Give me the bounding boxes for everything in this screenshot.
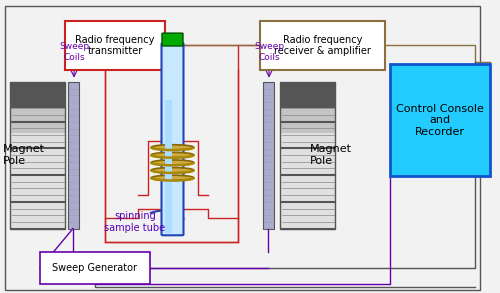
Ellipse shape — [151, 145, 194, 150]
Bar — [280, 82, 335, 108]
Ellipse shape — [151, 160, 194, 165]
Bar — [40, 252, 150, 284]
Bar — [165, 100, 172, 233]
Text: Sweep
Coils: Sweep Coils — [59, 42, 89, 62]
FancyBboxPatch shape — [162, 43, 184, 235]
Bar — [68, 82, 78, 229]
Text: Radio frequency
receiver & amplifier: Radio frequency receiver & amplifier — [274, 35, 371, 56]
Bar — [10, 108, 65, 229]
Text: Radio frequency
transmitter: Radio frequency transmitter — [76, 35, 154, 56]
Text: Magnet
Pole: Magnet Pole — [310, 144, 352, 166]
Bar — [262, 82, 274, 229]
Bar — [280, 108, 335, 229]
Ellipse shape — [151, 175, 194, 180]
Ellipse shape — [151, 168, 194, 173]
Text: Sweep
Coils: Sweep Coils — [254, 42, 284, 62]
Text: Sweep Generator: Sweep Generator — [52, 263, 138, 273]
Text: Control Console
and
Recorder: Control Console and Recorder — [396, 103, 484, 137]
Text: spinning
sample tube: spinning sample tube — [104, 211, 166, 233]
Bar — [65, 21, 165, 70]
Bar — [390, 64, 490, 176]
Bar — [10, 82, 65, 108]
Bar — [10, 82, 65, 229]
Bar — [260, 21, 385, 70]
Ellipse shape — [151, 152, 194, 158]
FancyBboxPatch shape — [162, 33, 183, 46]
Bar — [280, 82, 335, 229]
Bar — [280, 108, 335, 133]
Bar — [10, 108, 65, 133]
Text: Magnet
Pole: Magnet Pole — [2, 144, 44, 166]
